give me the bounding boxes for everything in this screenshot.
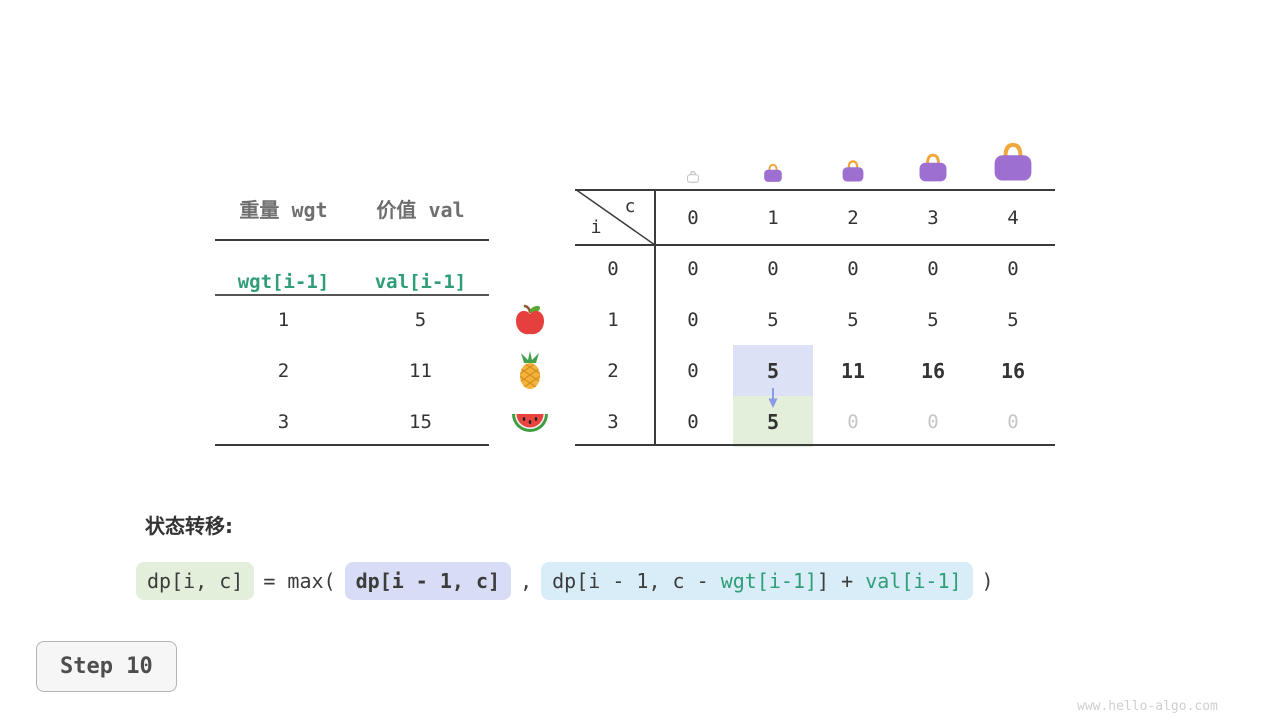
row-label-1: 1 xyxy=(607,309,619,331)
left-table-var-rule xyxy=(215,294,489,296)
step-indicator: Step 10 xyxy=(36,641,177,692)
row-label-0: 0 xyxy=(607,258,619,280)
dp-cell-1-4: 5 xyxy=(1007,309,1019,331)
watermelon-icon xyxy=(512,414,548,432)
dp-cell-3-1-highlighted: 5 xyxy=(766,410,780,434)
row-label-2: 2 xyxy=(607,360,619,382)
formula-lhs-chip: dp[i, c] xyxy=(136,562,255,600)
bag-xlarge-icon xyxy=(994,142,1032,181)
formula-arg2-wgt: wgt[i-1] xyxy=(720,569,818,593)
dp-cell-2-4: 16 xyxy=(1000,359,1026,383)
capacity-axis-label: c xyxy=(624,196,636,217)
dp-cell-3-0: 0 xyxy=(687,411,699,433)
state-transition-heading: 状态转移: xyxy=(145,514,233,538)
dp-cell-3-2: 0 xyxy=(847,411,859,433)
wgt-variable-label: wgt[i-1] xyxy=(237,271,330,293)
dp-cell-1-1: 5 xyxy=(767,309,779,331)
formula-arg2-prefix: dp[i - 1, c - xyxy=(552,569,721,593)
dp-cell-0-4: 0 xyxy=(1007,258,1019,280)
left-table-header-rule xyxy=(215,239,489,241)
dp-table-vertical-rule xyxy=(654,189,656,446)
weight-column-header: 重量 wgt xyxy=(239,198,328,222)
col-header-3: 3 xyxy=(927,207,939,229)
dp-table-header-rule xyxy=(575,244,1055,246)
dp-cell-0-0: 0 xyxy=(687,258,699,280)
formula-arg2-middle: ] + xyxy=(817,569,866,593)
bag-small-icon xyxy=(764,163,782,182)
formula-equals-max: = max( xyxy=(263,569,336,593)
dp-cell-1-2: 5 xyxy=(847,309,859,331)
highlight-cell-prev-row xyxy=(733,345,813,396)
item-2-value: 11 xyxy=(409,360,432,382)
bag-medium-icon xyxy=(842,160,864,182)
dp-cell-0-2: 0 xyxy=(847,258,859,280)
state-transition-formula: dp[i, c] = max( dp[i - 1, c] , dp[i - 1,… xyxy=(136,559,1003,603)
item-2-weight: 2 xyxy=(277,360,290,382)
bag-large-icon xyxy=(919,153,947,182)
dp-cell-2-3: 16 xyxy=(920,359,946,383)
dp-table-bottom-rule xyxy=(575,444,1055,446)
pineapple-icon xyxy=(520,351,540,389)
col-header-1: 1 xyxy=(767,207,779,229)
formula-comma: , xyxy=(520,569,533,593)
dp-cell-2-1-highlighted: 5 xyxy=(766,359,780,383)
item-3-weight: 3 xyxy=(277,411,290,433)
dp-cell-1-0: 0 xyxy=(687,309,699,331)
dp-cell-2-2: 11 xyxy=(840,359,866,383)
dp-cell-3-3: 0 xyxy=(927,411,939,433)
val-variable-label: val[i-1] xyxy=(374,271,467,293)
corner-diagonal-rule xyxy=(575,189,655,245)
formula-arg2-chip: dp[i - 1, c - wgt[i-1]] + val[i-1] xyxy=(541,562,973,600)
transition-arrow-icon xyxy=(768,388,778,408)
item-1-value: 5 xyxy=(414,309,427,331)
row-label-3: 3 xyxy=(607,411,619,433)
bag-outline-tiny-icon xyxy=(687,171,699,183)
col-header-4: 4 xyxy=(1007,207,1019,229)
dp-cell-1-3: 5 xyxy=(927,309,939,331)
item-1-weight: 1 xyxy=(277,309,290,331)
col-header-2: 2 xyxy=(847,207,859,229)
value-column-header: 价值 val xyxy=(376,198,465,222)
formula-close-paren: ) xyxy=(981,569,994,593)
dp-cell-0-1: 0 xyxy=(767,258,779,280)
site-watermark: www.hello-algo.com xyxy=(1077,699,1218,714)
formula-arg2-val: val[i-1] xyxy=(865,569,962,593)
item-3-value: 15 xyxy=(409,411,432,433)
left-table-bottom-rule xyxy=(215,444,489,446)
apple-icon xyxy=(516,304,544,335)
formula-arg1-chip: dp[i - 1, c] xyxy=(344,562,512,600)
dp-table-top-rule xyxy=(575,189,1055,191)
col-header-0: 0 xyxy=(687,207,699,229)
item-axis-label: i xyxy=(590,217,602,238)
dp-cell-0-3: 0 xyxy=(927,258,939,280)
dp-cell-3-4: 0 xyxy=(1007,411,1019,433)
dp-cell-2-0: 0 xyxy=(687,360,699,382)
